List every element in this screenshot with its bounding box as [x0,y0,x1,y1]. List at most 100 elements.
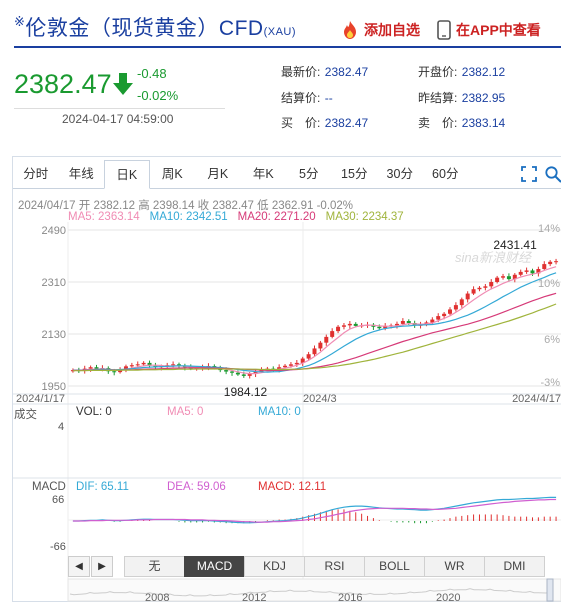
legend-item: DEA: 59.06 [167,481,226,493]
y-pct-tick-label: 10% [538,278,560,290]
candle-body [324,336,329,343]
y-pct-tick-label: 14% [538,223,560,235]
candle-body [477,287,482,290]
indicator-tabs: ◀ ▶ 无 MACD KDJ RSI BOLL WR DMI [68,556,561,577]
tab-period[interactable]: 分时 [23,167,49,181]
candle-body [253,371,258,374]
tab-period[interactable]: 年线 [68,167,94,181]
timeline-handle [546,578,554,602]
candle-body [306,354,311,359]
ma5-line [72,266,557,375]
flame-icon [344,21,356,39]
scroll-left-button[interactable]: ◀ [68,556,90,577]
legend-item: VOL: 0 [76,406,112,418]
candle-body [318,342,323,349]
candle-body [471,289,476,294]
candle-body [383,325,388,329]
candle-body [247,373,252,376]
indicator-tab[interactable]: KDJ [244,556,305,577]
fullscreen-icon[interactable] [520,165,538,183]
y-pct-tick-label: 6% [544,334,560,346]
tab-period[interactable]: 年K [252,167,274,181]
tab-period[interactable]: 月K [207,167,229,181]
indicator-tab[interactable]: 无 [124,556,185,577]
candle-body [147,362,152,366]
y-tick-label: 2490 [42,225,66,237]
candle-body [283,365,288,368]
candle-body [141,362,146,365]
candle-body [88,367,93,369]
x-tick-label: 2024/3 [303,393,337,405]
candle-body [548,261,553,265]
ma-legend-item: MA30: 2234.37 [325,211,404,223]
dea-line [72,498,557,523]
candle-body [495,277,500,282]
view-in-app-button[interactable]: 在APP中查看 [436,20,541,40]
legend-item: MACD: 12.11 [258,481,327,493]
candle-body [489,282,494,287]
title-code: (XAU) [263,26,297,38]
timeline-series [69,588,551,597]
candle-body [123,366,128,371]
tab-period[interactable]: 5分 [299,167,319,181]
current-price: 2382.47 [14,69,112,99]
candle-body [118,370,123,373]
legend-item: DIF: 65.11 [76,481,129,493]
tab-period[interactable]: 60分 [432,167,459,181]
tab-period[interactable]: 日K [104,160,150,189]
candle-body [259,370,264,372]
candle-body [353,323,358,326]
phone-icon [437,20,451,40]
candle-body [94,367,99,370]
ma20-line [72,292,557,371]
indicator-tab[interactable]: MACD [184,556,245,577]
ma-legend: MA5: 2363.14 MA10: 2342.51 MA20: 2271.20 MA… [68,211,414,223]
candle-body [171,364,176,366]
macd-label: MACD [32,481,66,493]
candle-body [436,316,441,320]
macd-tick-bottom: -66 [50,541,66,553]
scroll-right-button[interactable]: ▶ [91,556,113,577]
candle-info-line: 2024/04/17 开 2382.12 高 2398.14 收 2382.47… [18,200,354,212]
candle-body [448,309,453,314]
arrow-down-icon [113,73,133,95]
candle-body [518,271,523,275]
indicator-tab[interactable]: DMI [484,556,545,577]
x-tick-label: 2024/4/17 [512,393,561,405]
candle-body [300,358,305,363]
add-watchlist-label: 添加自选 [364,22,420,38]
low-annotation: 1984.12 [224,385,268,399]
quote-field-settle: 结算价: -- [281,91,333,105]
candle-body [430,319,435,323]
indicator-tab[interactable]: BOLL [364,556,425,577]
y-tick-label: 2310 [42,277,66,289]
indicator-tab[interactable]: RSI [304,556,365,577]
volume-tick: 4 [58,421,65,433]
candle-body [288,364,293,366]
sina-watermark: sina新浪财经 [455,250,533,265]
price-change: -0.48 [137,66,167,81]
price-change-pct: -0.02% [137,88,179,103]
candle-body [542,264,547,269]
candle-body [506,276,511,280]
tab-period[interactable]: 周K [161,167,183,181]
timeline-year-label: 2008 [145,592,169,602]
candle-body [341,325,346,327]
macd-tick-top: 66 [52,494,65,506]
tab-divider [13,188,561,189]
page-title: ※伦敦金（现货黄金）CFD(XAU) [14,12,296,42]
search-icon[interactable] [544,165,561,183]
quote-field-open: 开盘价: 2382.12 [418,65,506,79]
tab-period[interactable]: 30分 [386,167,413,181]
indicator-tab[interactable]: WR [424,556,485,577]
candle-body [277,367,282,370]
candle-body [129,365,134,367]
tab-period[interactable]: 15分 [341,167,368,181]
candle-body [536,269,541,274]
add-watchlist-button[interactable]: 添加自选 [340,20,420,40]
header-divider [14,46,561,48]
candle-body [377,326,382,329]
y-tick-label: 1950 [42,381,66,393]
candle-body [241,374,246,376]
